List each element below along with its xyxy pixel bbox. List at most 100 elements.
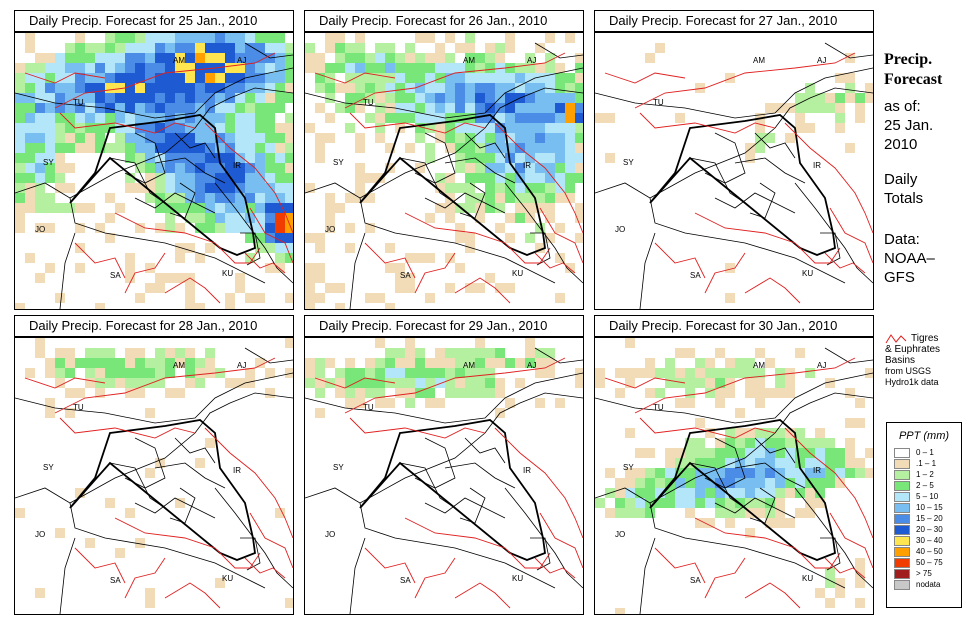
precip-cell <box>695 358 705 368</box>
precip-cell <box>55 63 65 73</box>
precip-cell <box>365 53 375 63</box>
precip-cell <box>475 193 485 203</box>
precip-cell <box>475 103 485 113</box>
precip-cell <box>135 293 145 303</box>
precip-cell <box>575 103 583 113</box>
precip-grid <box>305 33 583 309</box>
precip-cell <box>45 123 55 133</box>
precip-cell <box>255 203 265 213</box>
precip-cell <box>85 43 95 53</box>
precip-cell <box>655 468 665 478</box>
precip-cell <box>455 73 465 83</box>
precip-cell <box>25 143 35 153</box>
precip-cell <box>515 378 525 388</box>
precip-cell <box>235 33 245 43</box>
precip-cell <box>215 113 225 123</box>
precip-cell <box>265 133 275 143</box>
precip-cell <box>185 33 195 43</box>
forecast-panel-30-jan: Daily Precip. Forecast for 30 Jan., 2010… <box>594 315 874 615</box>
precip-cell <box>125 263 135 273</box>
precip-cell <box>185 93 195 103</box>
border-line <box>444 462 516 489</box>
tigris-euphrates-basins <box>24 52 293 304</box>
border-line <box>169 487 196 524</box>
basin-legend-label: Basins <box>885 355 916 366</box>
precip-cell <box>265 243 275 253</box>
precip-cell <box>525 133 535 143</box>
precip-cell <box>715 398 725 408</box>
precip-cell <box>775 518 785 528</box>
precip-cell <box>225 223 235 233</box>
precip-cell <box>285 183 293 193</box>
precip-cell <box>565 143 575 153</box>
precip-cell <box>95 123 105 133</box>
precip-cell <box>595 378 605 388</box>
precip-cell <box>145 113 155 123</box>
precip-cell <box>365 73 375 83</box>
precip-cell <box>465 43 475 53</box>
precip-cell <box>375 93 385 103</box>
precip-cell <box>725 388 735 398</box>
precip-cell <box>305 283 315 293</box>
precip-cell <box>255 293 265 303</box>
precip-cell <box>415 348 425 358</box>
precip-cell <box>535 93 545 103</box>
legend-swatch <box>894 448 910 458</box>
precip-cell <box>595 113 605 123</box>
precip-cell <box>125 113 135 123</box>
precip-cell <box>275 43 285 53</box>
precip-cell <box>725 498 735 508</box>
country-label: SY <box>623 158 634 167</box>
precip-cell <box>525 153 535 163</box>
precip-cell <box>615 368 625 378</box>
border-line <box>749 182 776 219</box>
legend-swatch <box>894 580 910 590</box>
precip-cell <box>225 113 235 123</box>
precip-cell <box>465 183 475 193</box>
precip-cell <box>245 183 255 193</box>
legend-label: 0 – 1 <box>916 448 934 457</box>
precip-cell <box>605 468 615 478</box>
precip-cell <box>35 153 45 163</box>
precip-cell <box>435 378 445 388</box>
precip-cell <box>325 133 335 143</box>
precip-cell <box>515 183 525 193</box>
precip-cell <box>55 163 65 173</box>
precip-cell <box>395 73 405 83</box>
precip-cell <box>515 133 525 143</box>
panel-title: Daily Precip. Forecast for 26 Jan., 2010 <box>304 10 584 32</box>
precip-cell <box>655 368 665 378</box>
precip-cell <box>855 558 865 568</box>
precip-cell <box>715 498 725 508</box>
precip-cell <box>805 368 815 378</box>
legend-item: 1 – 2 <box>894 469 961 480</box>
precip-cell <box>225 203 235 213</box>
precip-cell <box>135 43 145 53</box>
precip-cell <box>435 398 445 408</box>
precip-cell <box>195 378 205 388</box>
precip-cell <box>135 73 145 83</box>
precip-cell <box>565 173 575 183</box>
precip-cell <box>865 368 873 378</box>
basin-line <box>54 357 276 414</box>
precip-cell <box>215 203 225 213</box>
precip-cell <box>455 133 465 143</box>
precip-cell <box>855 458 865 468</box>
precip-cell <box>25 253 35 263</box>
precip-cell <box>405 93 415 103</box>
precip-cell <box>375 53 385 63</box>
precip-cell <box>775 368 785 378</box>
precip-cell <box>205 348 215 358</box>
precip-cell <box>515 213 525 223</box>
panel-title: Daily Precip. Forecast for 29 Jan., 2010 <box>304 315 584 337</box>
precip-cell <box>315 153 325 163</box>
precip-cell <box>345 368 355 378</box>
precip-cell <box>135 33 145 43</box>
precip-cell <box>115 63 125 73</box>
precip-cell <box>175 203 185 213</box>
precip-cell <box>725 508 735 518</box>
precip-cell <box>435 133 445 143</box>
precip-cell <box>215 103 225 113</box>
precip-cell <box>355 103 365 113</box>
precip-cell <box>205 133 215 143</box>
